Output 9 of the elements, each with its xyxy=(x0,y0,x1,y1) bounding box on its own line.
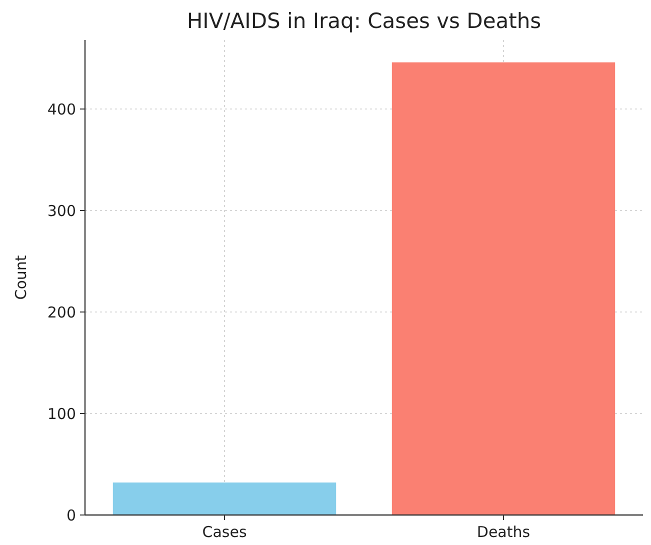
x-tick-label: Deaths xyxy=(476,523,530,541)
y-tick-label: 400 xyxy=(47,100,76,118)
y-tick-label: 0 xyxy=(66,506,76,524)
y-tick-label: 300 xyxy=(47,202,76,220)
x-tick-label: Cases xyxy=(202,523,247,541)
y-tick-label: 100 xyxy=(47,404,76,423)
y-tick-label: 200 xyxy=(47,303,76,322)
y-axis-title: Count xyxy=(12,255,30,300)
chart-title: HIV/AIDS in Iraq: Cases vs Deaths xyxy=(186,9,542,33)
